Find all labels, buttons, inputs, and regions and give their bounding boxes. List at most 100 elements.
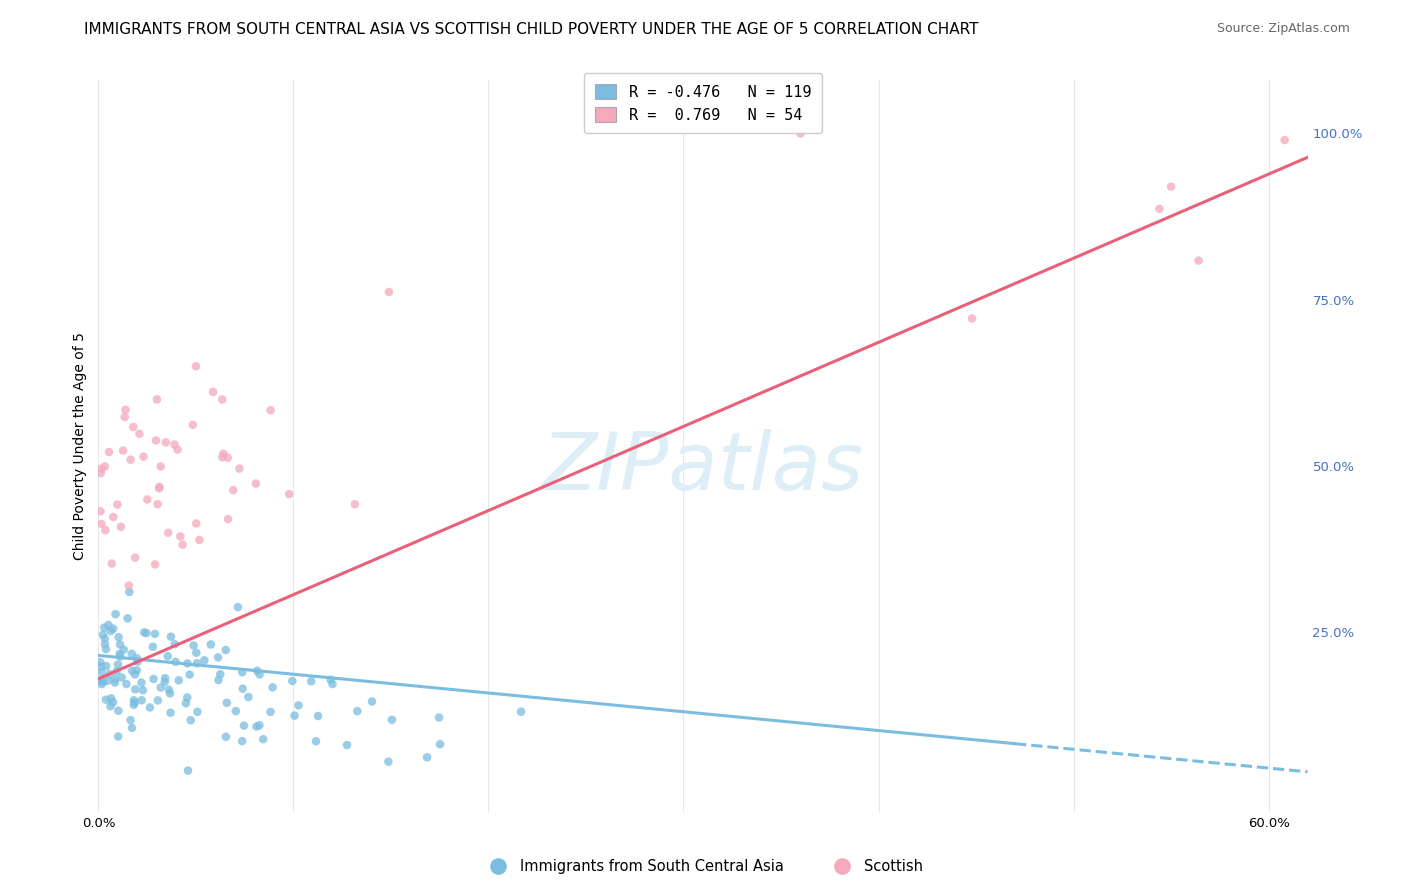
Point: [160, 630, 183, 644]
Point: [232, 681, 254, 696]
Point: [124, 667, 146, 681]
Point: [1187, 253, 1209, 268]
Point: [94, 632, 117, 646]
Point: [361, 694, 384, 708]
Point: [132, 683, 155, 698]
Point: [245, 476, 267, 491]
Point: [107, 657, 129, 672]
Point: [207, 673, 229, 687]
Point: [104, 672, 127, 686]
Point: [108, 638, 131, 652]
Point: [377, 755, 399, 769]
Point: [91, 675, 114, 690]
Point: [381, 713, 404, 727]
Point: [122, 420, 145, 434]
Point: [246, 664, 269, 678]
Point: [134, 625, 156, 640]
Point: [231, 665, 253, 680]
Point: [107, 630, 129, 644]
Point: [207, 650, 229, 665]
Point: [346, 704, 368, 718]
Point: [215, 730, 238, 744]
Point: [193, 653, 215, 667]
Point: [166, 442, 188, 457]
Point: [94, 637, 117, 651]
Point: [321, 677, 343, 691]
Point: [183, 639, 205, 653]
Point: [146, 693, 169, 707]
Point: [89, 673, 111, 688]
Point: [429, 737, 451, 751]
Point: [124, 550, 146, 565]
Point: [186, 656, 208, 670]
Point: [510, 705, 533, 719]
Point: [101, 695, 124, 709]
Point: [215, 696, 238, 710]
Point: [149, 681, 172, 695]
Point: [176, 657, 198, 671]
Point: [96, 673, 118, 688]
Point: [287, 698, 309, 713]
Point: [115, 677, 138, 691]
Text: IMMIGRANTS FROM SOUTH CENTRAL ASIA VS SCOTTISH CHILD POVERTY UNDER THE AGE OF 5 : IMMIGRANTS FROM SOUTH CENTRAL ASIA VS SC…: [84, 22, 979, 37]
Point: [108, 649, 131, 664]
Point: [343, 497, 366, 511]
Point: [124, 682, 146, 697]
Point: [146, 392, 169, 407]
Point: [177, 764, 200, 778]
Point: [124, 696, 146, 710]
Point: [94, 692, 117, 706]
Text: Source: ZipAtlas.com: Source: ZipAtlas.com: [1216, 22, 1350, 36]
Point: [176, 690, 198, 705]
Point: [319, 673, 342, 687]
Point: [100, 557, 122, 571]
Point: [259, 705, 281, 719]
Point: [121, 647, 143, 661]
Point: [127, 655, 149, 669]
Point: [105, 498, 128, 512]
Point: [281, 673, 304, 688]
Point: [122, 693, 145, 707]
Point: [107, 730, 129, 744]
Point: [153, 674, 176, 689]
Point: [149, 459, 172, 474]
Point: [1274, 133, 1296, 147]
Point: [252, 732, 274, 747]
Point: [211, 392, 233, 407]
Point: [278, 487, 301, 501]
Point: [139, 700, 162, 714]
Point: [1355, 120, 1378, 134]
Point: [200, 638, 222, 652]
Point: [135, 626, 157, 640]
Point: [245, 720, 267, 734]
Point: [112, 642, 135, 657]
Point: [167, 673, 190, 688]
Point: [121, 664, 143, 678]
Point: [163, 637, 186, 651]
Point: [215, 643, 238, 657]
Point: [427, 710, 450, 724]
Point: [159, 686, 181, 700]
Point: [180, 713, 202, 727]
Point: [148, 481, 170, 495]
Point: [112, 443, 135, 458]
Point: [142, 640, 165, 654]
Point: [89, 655, 111, 669]
Point: [186, 516, 208, 531]
Point: [157, 682, 180, 697]
Point: [305, 734, 328, 748]
Point: [217, 512, 239, 526]
Point: [960, 311, 983, 326]
Point: [165, 655, 187, 669]
Point: [103, 510, 125, 524]
Point: [228, 461, 250, 475]
Point: [90, 461, 112, 475]
Point: [90, 466, 112, 480]
Point: [108, 647, 131, 661]
Point: [90, 665, 112, 679]
Point: [225, 704, 247, 718]
Point: [131, 675, 153, 690]
Point: [125, 651, 148, 665]
Point: [202, 384, 225, 399]
Point: [181, 417, 204, 432]
